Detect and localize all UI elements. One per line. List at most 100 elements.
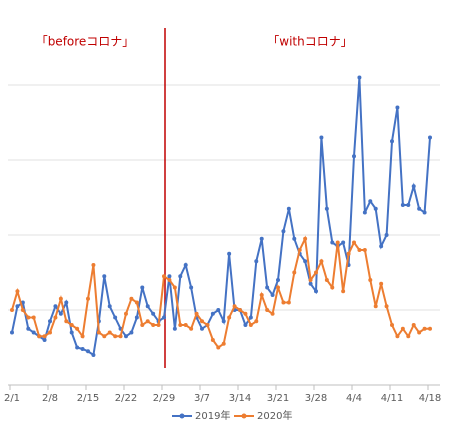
point — [53, 315, 58, 320]
point — [417, 206, 422, 211]
point — [69, 323, 74, 327]
point — [428, 135, 432, 140]
legend-label: 2020年 — [257, 409, 292, 422]
point — [221, 341, 226, 346]
point — [346, 251, 351, 256]
point — [270, 311, 275, 316]
point — [276, 285, 280, 290]
point — [113, 315, 118, 320]
point — [319, 259, 324, 264]
point — [172, 285, 177, 290]
point — [281, 300, 286, 305]
point — [259, 236, 264, 241]
point — [80, 347, 85, 351]
point — [357, 248, 362, 252]
point — [406, 334, 411, 339]
point — [75, 326, 80, 331]
point — [162, 274, 166, 279]
point — [189, 285, 194, 290]
point — [145, 319, 150, 324]
point — [319, 135, 324, 140]
point — [64, 319, 69, 324]
point — [395, 105, 400, 110]
annotation: 「beforeコロナ」 — [36, 35, 135, 49]
x-tick-label: 3/28 — [305, 393, 327, 404]
point — [400, 203, 405, 207]
point — [48, 319, 52, 324]
point — [58, 311, 63, 316]
point — [129, 330, 134, 335]
point — [86, 349, 90, 354]
point — [308, 281, 313, 286]
point — [64, 300, 69, 305]
point — [286, 206, 291, 211]
point — [352, 240, 356, 245]
point — [102, 334, 107, 339]
point — [254, 259, 259, 264]
point — [194, 311, 199, 316]
point — [156, 323, 161, 327]
point — [265, 285, 270, 290]
point — [303, 259, 308, 264]
point — [189, 326, 194, 331]
point — [210, 338, 215, 342]
point — [129, 296, 134, 301]
point — [80, 334, 85, 339]
point — [362, 248, 367, 252]
point — [243, 311, 248, 316]
point — [406, 203, 411, 207]
point — [276, 278, 280, 282]
point — [151, 311, 156, 316]
point — [373, 206, 378, 211]
point — [417, 330, 422, 335]
point — [324, 278, 329, 282]
x-tick-label: 2/1 — [4, 393, 20, 404]
annotation: 「withコロナ」 — [267, 35, 352, 49]
x-tick-label: 4/18 — [419, 393, 441, 404]
x-tick-label: 2/29 — [153, 393, 175, 404]
point — [167, 278, 172, 282]
point — [172, 326, 177, 331]
x-tick-label: 2/15 — [77, 393, 99, 404]
point — [53, 304, 58, 309]
point — [58, 296, 63, 301]
point — [26, 326, 31, 331]
point — [48, 330, 52, 335]
point — [357, 75, 362, 80]
point — [15, 289, 20, 294]
point — [248, 315, 253, 320]
point — [162, 315, 166, 320]
point — [368, 278, 373, 282]
point — [69, 330, 74, 335]
point — [91, 353, 96, 357]
point — [281, 229, 286, 234]
point — [314, 289, 318, 294]
point — [37, 334, 42, 339]
point — [167, 274, 172, 279]
point — [86, 296, 90, 301]
point — [31, 315, 36, 320]
point — [31, 330, 36, 335]
point — [134, 300, 139, 305]
point — [259, 293, 264, 297]
point — [118, 334, 123, 339]
point — [254, 319, 259, 324]
point — [26, 315, 31, 320]
point — [400, 326, 405, 331]
point — [390, 139, 394, 144]
point — [384, 304, 389, 309]
point — [107, 304, 112, 309]
point — [42, 338, 47, 342]
point — [335, 240, 340, 245]
point — [286, 300, 291, 305]
point — [140, 285, 145, 290]
x-tick-label: 3/21 — [267, 393, 289, 404]
x-tick-label: 3/7 — [194, 393, 210, 404]
point — [205, 323, 210, 327]
legend-marker — [179, 413, 185, 419]
point — [200, 326, 204, 331]
point — [10, 308, 14, 312]
point — [352, 154, 356, 159]
point — [145, 304, 150, 309]
